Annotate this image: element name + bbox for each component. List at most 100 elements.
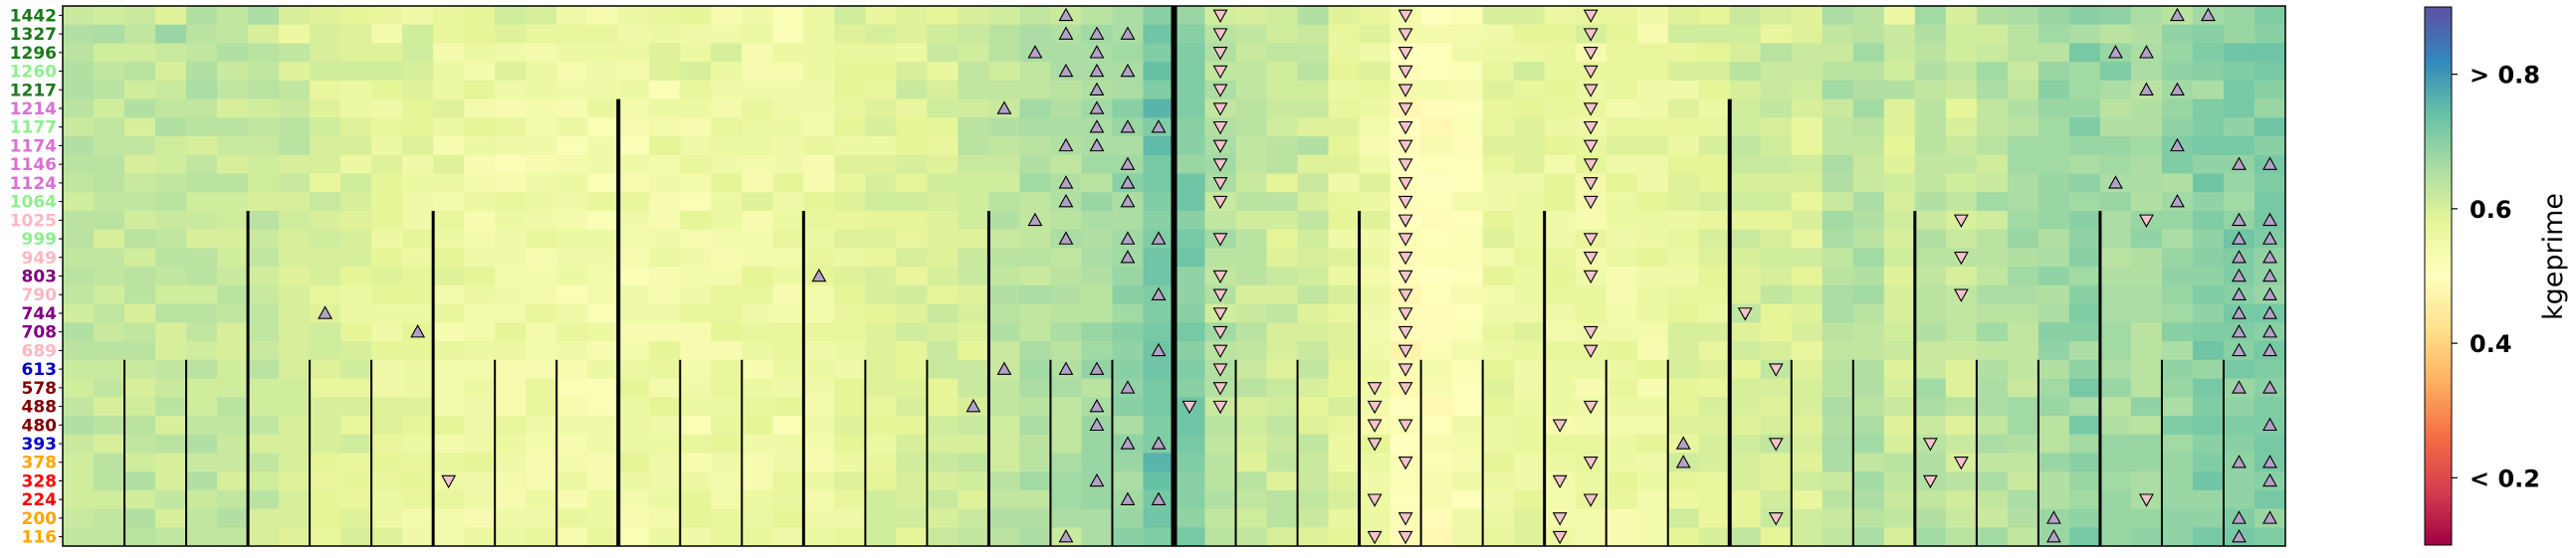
heatmap-cell xyxy=(1729,173,1762,193)
heatmap-cell xyxy=(556,192,588,212)
heatmap-cell xyxy=(2161,248,2194,268)
marker-down-triangle xyxy=(1583,9,1599,23)
heatmap-cell xyxy=(680,248,712,268)
heatmap-cell xyxy=(1019,527,1052,547)
heatmap-cell xyxy=(464,378,496,398)
heatmap-cell xyxy=(1328,136,1361,156)
marker-up-triangle xyxy=(1675,436,1691,450)
heatmap-cell xyxy=(248,229,280,250)
heatmap-cell xyxy=(155,98,187,118)
heatmap-cell xyxy=(1883,434,1916,454)
heatmap-cell xyxy=(1328,267,1361,286)
marker-up-triangle xyxy=(1058,361,1074,375)
heatmap-cell xyxy=(742,378,773,398)
heatmap-cell xyxy=(402,43,434,63)
heatmap-cell xyxy=(279,341,311,361)
heatmap-cell xyxy=(1822,6,1854,26)
heatmap-cell xyxy=(772,415,804,436)
heatmap-cell xyxy=(155,527,187,547)
heatmap-cell xyxy=(2038,341,2070,361)
heatmap-cell xyxy=(279,80,311,100)
row-label: 116 xyxy=(22,528,58,548)
heatmap-cell xyxy=(1976,397,2009,417)
heatmap-cell xyxy=(742,117,773,137)
heatmap-cell xyxy=(772,471,804,491)
heatmap-cell xyxy=(340,415,372,436)
heatmap-cell xyxy=(371,415,403,436)
heatmap-cell xyxy=(834,267,866,286)
heatmap-cell xyxy=(1174,62,1206,82)
heatmap-cell xyxy=(433,453,465,472)
heatmap-cell xyxy=(834,154,866,175)
heatmap-cell xyxy=(1050,284,1083,305)
heatmap-cell xyxy=(2254,434,2286,454)
marker-up-triangle xyxy=(1058,231,1074,245)
marker-up-triangle xyxy=(1089,119,1105,133)
heatmap-cell xyxy=(1420,117,1453,137)
heatmap-cell xyxy=(526,322,557,342)
heatmap-cell xyxy=(834,43,866,63)
heatmap-cell xyxy=(1050,341,1083,361)
heatmap-cell xyxy=(803,80,835,100)
heatmap-cell xyxy=(772,453,804,472)
heatmap-cell xyxy=(1359,210,1392,231)
heatmap-cell xyxy=(618,303,650,323)
heatmap-cell xyxy=(340,43,372,63)
heatmap-cell xyxy=(1667,489,1700,510)
marker-down-triangle xyxy=(1953,456,1969,470)
heatmap-cell xyxy=(742,136,773,156)
heatmap-cell xyxy=(1050,471,1083,491)
heatmap-cell xyxy=(711,154,743,175)
heatmap-cell xyxy=(340,284,372,305)
heatmap-cell xyxy=(371,229,403,250)
heatmap-cell xyxy=(433,415,465,436)
heatmap-cell xyxy=(711,80,743,100)
heatmap-cell xyxy=(556,508,588,528)
heatmap-cell xyxy=(680,173,712,193)
heatmap-cell xyxy=(2130,378,2163,398)
heatmap-cell xyxy=(340,341,372,361)
heatmap-cell xyxy=(248,24,280,45)
heatmap-cell xyxy=(1698,62,1731,82)
heatmap-cell xyxy=(248,378,280,398)
heatmap-cell xyxy=(896,210,928,231)
heatmap-cell xyxy=(1143,397,1176,417)
heatmap-cell xyxy=(1266,136,1299,156)
heatmap-cell xyxy=(310,434,341,454)
heatmap-cell xyxy=(1976,527,2009,547)
marker-down-triangle xyxy=(1397,28,1413,42)
heatmap-cell xyxy=(1822,173,1854,193)
heatmap-cell xyxy=(2130,154,2163,175)
heatmap-cell xyxy=(1575,415,1608,436)
heatmap-cell xyxy=(1235,284,1268,305)
heatmap-cell xyxy=(186,489,218,510)
heatmap-cell xyxy=(1482,80,1515,100)
heatmap-cell xyxy=(371,378,403,398)
heatmap-cell xyxy=(2161,471,2194,491)
heatmap-cell xyxy=(587,248,619,268)
heatmap-cell xyxy=(1451,359,1484,380)
heatmap-cell xyxy=(742,173,773,193)
heatmap-cell xyxy=(1513,117,1546,137)
heatmap-cell xyxy=(680,303,712,323)
heatmap-cell xyxy=(1174,471,1206,491)
heatmap-cell xyxy=(988,80,1021,100)
heatmap-cell xyxy=(1729,453,1762,472)
heatmap-cell xyxy=(711,43,743,63)
heatmap-cell xyxy=(1143,154,1176,175)
heatmap-cell xyxy=(495,173,527,193)
marker-up-triangle xyxy=(2232,231,2247,245)
heatmap-cell xyxy=(340,62,372,82)
heatmap-cell xyxy=(649,229,681,250)
marker-up-triangle xyxy=(1120,491,1136,505)
heatmap-cell xyxy=(896,341,928,361)
marker-up-triangle xyxy=(1058,63,1074,78)
heatmap-cell xyxy=(649,341,681,361)
heatmap-cell xyxy=(1297,508,1330,528)
heatmap-cell xyxy=(1482,24,1515,45)
heatmap-cell xyxy=(1420,471,1453,491)
heatmap-cell xyxy=(1883,341,1916,361)
marker-down-triangle xyxy=(1583,325,1599,340)
heatmap-cell xyxy=(433,80,465,100)
heatmap-cell xyxy=(1081,378,1114,398)
